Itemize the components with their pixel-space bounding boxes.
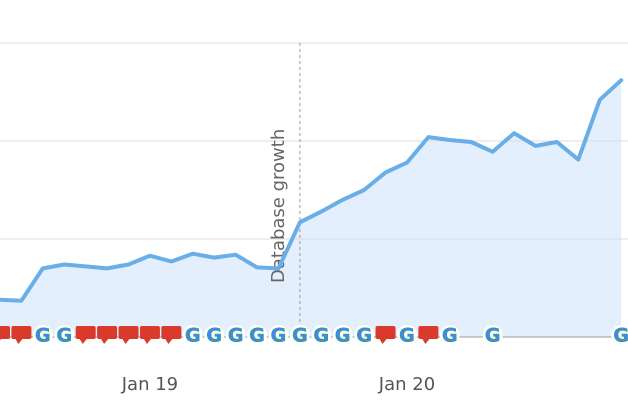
google-letter: G	[185, 325, 201, 347]
event-google-icon: G	[32, 324, 53, 347]
event-google-icon: G	[311, 324, 332, 347]
note-bubble	[11, 326, 32, 339]
google-bg	[482, 325, 503, 345]
google-letter: G	[485, 325, 501, 347]
google-letter: G	[228, 325, 244, 347]
note-tail	[101, 339, 109, 344]
note-bubble	[97, 326, 118, 339]
event-note-icon	[97, 326, 118, 344]
annotation-label: Database growth	[268, 129, 289, 283]
event-google-icon: G	[54, 324, 75, 347]
google-bg	[32, 325, 53, 345]
note-tail	[422, 339, 430, 344]
event-google-icon: G	[396, 324, 417, 347]
google-letter: G	[56, 325, 72, 347]
area-fill	[0, 80, 622, 337]
note-tail	[165, 339, 173, 344]
google-letter: G	[399, 325, 415, 347]
google-letter: G	[442, 325, 458, 347]
google-letter: G	[206, 325, 222, 347]
note-tail	[122, 339, 130, 344]
google-bg	[332, 325, 353, 345]
google-bg	[311, 325, 332, 345]
google-letter: G	[35, 325, 51, 347]
note-tail	[379, 339, 387, 344]
event-google-icon: G	[204, 324, 225, 347]
event-google-icon: G	[225, 324, 246, 347]
google-letter: G	[292, 325, 308, 347]
event-note-icon	[0, 326, 10, 341]
google-letter: G	[249, 325, 265, 347]
note-bubble	[118, 326, 139, 339]
google-bg	[289, 325, 310, 345]
line	[0, 78, 624, 303]
note-tail	[0, 339, 1, 341]
event-note-icon	[418, 326, 439, 344]
x-tick-label: Jan 19	[121, 374, 178, 395]
note-bubble	[418, 326, 439, 339]
google-letter: G	[335, 325, 351, 347]
google-bg	[204, 325, 225, 345]
google-bg	[611, 325, 628, 345]
note-bubble	[0, 326, 10, 339]
google-letter: G	[271, 325, 287, 347]
event-note-icon	[118, 326, 139, 344]
google-letter: G	[313, 325, 329, 347]
google-letter: G	[356, 325, 372, 347]
google-bg	[247, 325, 268, 345]
event-google-icon: G	[611, 324, 628, 347]
event-note-icon	[75, 326, 96, 344]
event-google-icon: G	[247, 324, 268, 347]
event-google-icon: G	[268, 324, 289, 347]
note-bubble	[161, 326, 182, 339]
note-bubble	[375, 326, 396, 339]
google-bg	[225, 325, 246, 345]
event-google-icon: G	[482, 324, 503, 347]
google-bg	[268, 325, 289, 345]
event-note-icon	[161, 326, 182, 344]
event-google-icon: G	[289, 324, 310, 347]
note-tail	[15, 339, 23, 344]
note-bubble	[75, 326, 96, 339]
google-bg	[354, 325, 375, 345]
note-tail	[143, 339, 151, 344]
event-note-icon	[139, 326, 160, 344]
google-bg	[396, 325, 417, 345]
event-google-icon: G	[182, 324, 203, 347]
event-google-icon: G	[439, 324, 460, 347]
event-note-icon	[11, 326, 32, 344]
x-tick-label: Jan 20	[378, 374, 435, 395]
google-letter: G	[613, 325, 628, 347]
note-tail	[79, 339, 87, 344]
google-bg	[54, 325, 75, 345]
event-google-icon: G	[354, 324, 375, 347]
note-bubble	[139, 326, 160, 339]
event-note-icon	[375, 326, 396, 344]
google-bg	[439, 325, 460, 345]
event-google-icon: G	[332, 324, 353, 347]
google-bg	[182, 325, 203, 345]
